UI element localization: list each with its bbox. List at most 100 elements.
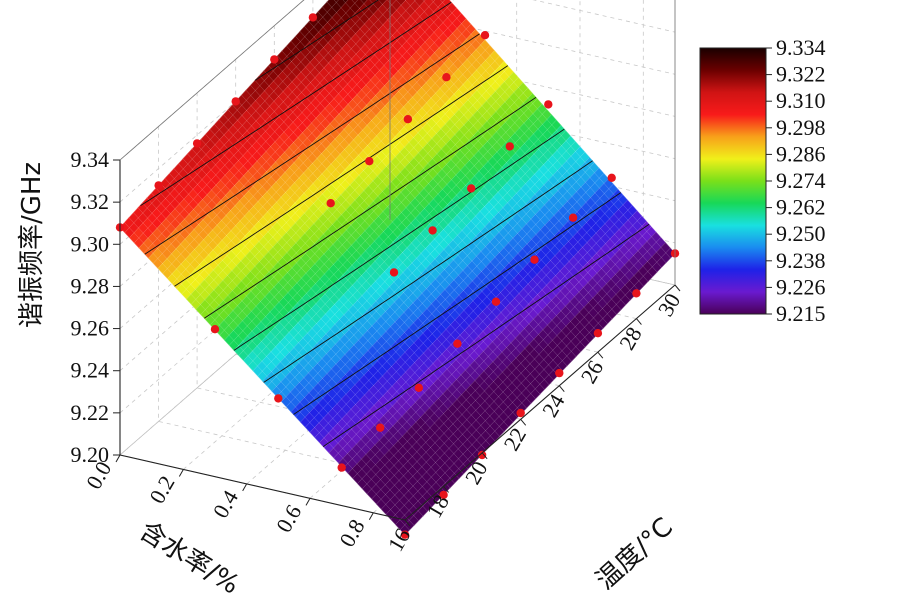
- data-point: [154, 181, 163, 190]
- mesh-line: [268, 65, 554, 381]
- x-tick-mark: [305, 498, 311, 506]
- x-tick-mark: [242, 483, 248, 492]
- mesh-line: [241, 94, 527, 409]
- mesh-line: [245, 90, 532, 404]
- z-tick-label: 9.26: [71, 316, 110, 341]
- surface: [119, 0, 676, 536]
- mesh-line: [431, 0, 667, 263]
- mesh-line: [186, 7, 457, 300]
- x-axis-line: [119, 454, 406, 521]
- mesh-line: [290, 41, 577, 357]
- mesh-line: [277, 55, 563, 371]
- mesh-line: [369, 0, 635, 296]
- mesh-line: [300, 135, 571, 423]
- top-back-edge: [119, 0, 305, 161]
- data-point: [365, 157, 374, 166]
- mesh-line: [200, 139, 487, 451]
- z-tick-label: 9.32: [71, 189, 110, 214]
- data-point: [568, 213, 578, 222]
- surface-patch: [360, 0, 368, 5]
- surface-patch: [395, 0, 407, 6]
- mesh-line: [309, 146, 581, 433]
- mesh-line: [404, 0, 653, 277]
- y-tick-mark: [404, 519, 411, 527]
- y-tick-mark: [558, 385, 565, 393]
- mesh-line: [299, 31, 586, 348]
- mesh-line: [218, 119, 505, 432]
- mesh-line: [286, 45, 572, 362]
- mesh-line: [342, 0, 622, 310]
- contour-line: [140, 1, 452, 206]
- mesh-line: [440, 0, 671, 259]
- mesh-line: [351, 0, 626, 306]
- mesh-line: [333, 173, 604, 459]
- x-tick-mark: [178, 469, 184, 477]
- x-tick-label: 0.6: [271, 500, 306, 536]
- mesh-line: [250, 85, 536, 399]
- data-point: [192, 139, 202, 148]
- mesh-line: [187, 153, 473, 465]
- mesh-line: [267, 98, 538, 387]
- mesh-line: [271, 103, 543, 392]
- mesh-line: [142, 202, 428, 512]
- mesh-line: [347, 189, 619, 474]
- contour-line: [254, 0, 379, 81]
- mesh-line: [157, 0, 407, 269]
- mesh-line: [134, 0, 359, 243]
- mesh-line: [376, 221, 647, 505]
- mesh-line: [262, 93, 533, 382]
- mesh-line: [308, 21, 595, 338]
- mesh-line: [305, 141, 576, 428]
- mesh-line: [362, 205, 633, 489]
- data-point: [403, 115, 413, 124]
- mesh-line: [378, 0, 640, 292]
- x-gridline: [373, 0, 644, 514]
- y-axis-title: 温度/°C: [590, 512, 678, 596]
- x-gridline: [246, 0, 518, 485]
- y-tick-label: 26: [576, 356, 609, 388]
- data-point: [453, 339, 462, 348]
- mesh-line: [276, 109, 547, 397]
- z-axis-title: 谐振频率/GHz: [17, 162, 47, 328]
- mesh-line: [286, 119, 557, 407]
- data-point: [555, 368, 564, 378]
- mesh-line: [328, 167, 600, 453]
- mesh-line: [448, 0, 676, 254]
- mesh-line: [360, 0, 631, 301]
- y-tick-mark: [597, 351, 604, 359]
- data-point: [270, 55, 279, 64]
- data-point: [326, 199, 335, 208]
- mesh-line: [385, 231, 657, 515]
- mesh-line: [338, 178, 609, 464]
- mesh-line: [128, 217, 415, 526]
- mesh-line: [173, 168, 460, 479]
- z-tick-label: 9.24: [71, 358, 110, 383]
- data-point: [414, 383, 423, 392]
- surface-patch: [378, 0, 388, 5]
- mesh-line: [227, 109, 514, 423]
- mesh-line: [290, 125, 562, 412]
- data-point: [439, 490, 448, 500]
- colorbar-tick-label: 9.334: [776, 35, 826, 60]
- data-point: [480, 31, 490, 40]
- data-point: [389, 268, 399, 277]
- mesh-line: [366, 210, 638, 494]
- axis-box-front: [119, 0, 676, 521]
- contour-line: [322, 223, 650, 447]
- contour-line: [233, 128, 565, 351]
- mesh-line: [343, 183, 614, 469]
- mesh-line: [176, 0, 445, 290]
- mesh-line: [196, 143, 482, 456]
- y-tick-mark: [481, 452, 488, 460]
- mesh-line: [243, 71, 514, 361]
- mesh-line: [387, 0, 644, 287]
- colorbar-tick-label: 9.322: [776, 62, 826, 87]
- mesh-line: [138, 0, 368, 249]
- data-point: [308, 13, 318, 22]
- mesh-line: [254, 80, 541, 395]
- mesh-line: [209, 129, 496, 442]
- data-point: [231, 97, 240, 106]
- mesh-line: [248, 77, 519, 366]
- colorbar-tick-label: 9.238: [776, 248, 826, 273]
